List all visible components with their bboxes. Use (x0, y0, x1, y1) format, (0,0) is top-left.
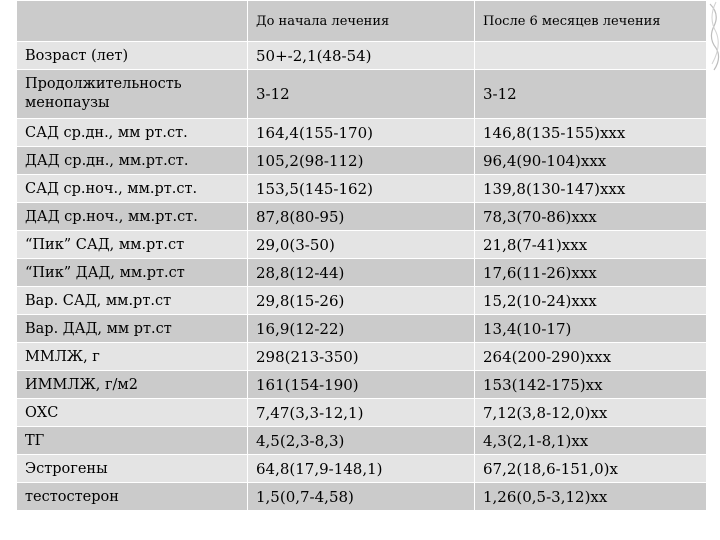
value-after: 13,4(10-17) (474, 314, 707, 343)
value-before: 153,5(145-162) (247, 174, 475, 203)
table-row: ТГ 4,5(2,3-8,3) 4,3(2,1-8,1)хх (16, 426, 707, 455)
table-row: “Пик” ДАД, мм.рт.ст 28,8(12-44) 17,6(11-… (16, 258, 707, 287)
value-before: 64,8(17,9-148,1) (247, 454, 475, 483)
value-before: 161(154-190) (247, 370, 475, 399)
table-row: ММЛЖ, г 298(213-350) 264(200-290)ххх (16, 342, 707, 371)
table-row: ДАД ср.ноч., мм.рт.ст. 87,8(80-95) 78,3(… (16, 202, 707, 231)
value-after: 4,3(2,1-8,1)хх (474, 426, 707, 455)
row-label: ОХС (16, 398, 248, 427)
value-before: 105,2(98-112) (247, 146, 475, 175)
value-after: 96,4(90-104)ххх (474, 146, 707, 175)
row-label: Продолжительность менопаузы (16, 69, 248, 119)
value-before: 298(213-350) (247, 342, 475, 371)
value-before: 7,47(3,3-12,1) (247, 398, 475, 427)
value-after: 146,8(135-155)ххх (474, 118, 707, 147)
value-after: 78,3(70-86)ххх (474, 202, 707, 231)
row-label: Возраст (лет) (16, 41, 248, 70)
value-after: 15,2(10-24)ххх (474, 286, 707, 315)
row-label: “Пик” САД, мм.рт.ст (16, 230, 248, 259)
value-after: 153(142-175)хх (474, 370, 707, 399)
corner-decoration-icon (709, 1, 720, 71)
value-after (474, 41, 707, 70)
header-cell-empty (16, 0, 248, 42)
row-label: ДАД ср.дн., мм.рт.ст. (16, 146, 248, 175)
table-header-row: До начала лечения После 6 месяцев лечени… (16, 0, 707, 42)
value-before: 4,5(2,3-8,3) (247, 426, 475, 455)
row-label: Вар. САД, мм.рт.ст (16, 286, 248, 315)
value-before: 3-12 (247, 69, 475, 119)
row-label: ИММЛЖ, г/м2 (16, 370, 248, 399)
row-label: Эстрогены (16, 454, 248, 483)
row-label: “Пик” ДАД, мм.рт.ст (16, 258, 248, 287)
row-label: САД ср.дн., мм рт.ст. (16, 118, 248, 147)
table-row: тестостерон 1,5(0,7-4,58) 1,26(0,5-3,12)… (16, 482, 707, 511)
value-after: 1,26(0,5-3,12)хх (474, 482, 707, 511)
value-after: 3-12 (474, 69, 707, 119)
value-before: 28,8(12-44) (247, 258, 475, 287)
header-cell-before: До начала лечения (247, 0, 475, 42)
table-row: САД ср.ноч., мм.рт.ст. 153,5(145-162) 13… (16, 174, 707, 203)
row-label: ДАД ср.ноч., мм.рт.ст. (16, 202, 248, 231)
value-before: 87,8(80-95) (247, 202, 475, 231)
value-before: 29,8(15-26) (247, 286, 475, 315)
value-before: 164,4(155-170) (247, 118, 475, 147)
table-row: Вар. ДАД, мм рт.ст 16,9(12-22) 13,4(10-1… (16, 314, 707, 343)
table-row: Эстрогены 64,8(17,9-148,1) 67,2(18,6-151… (16, 454, 707, 483)
table-row: ДАД ср.дн., мм.рт.ст. 105,2(98-112) 96,4… (16, 146, 707, 175)
value-after: 21,8(7-41)ххх (474, 230, 707, 259)
value-before: 50+-2,1(48-54) (247, 41, 475, 70)
value-after: 67,2(18,6-151,0)х (474, 454, 707, 483)
table-row: Возраст (лет) 50+-2,1(48-54) (16, 41, 707, 70)
table-row: ОХС 7,47(3,3-12,1) 7,12(3,8-12,0)хх (16, 398, 707, 427)
value-after: 17,6(11-26)ххх (474, 258, 707, 287)
value-after: 264(200-290)ххх (474, 342, 707, 371)
data-table: До начала лечения После 6 месяцев лечени… (16, 0, 707, 511)
table-row: ИММЛЖ, г/м2 161(154-190) 153(142-175)хх (16, 370, 707, 399)
row-label: тестостерон (16, 482, 248, 511)
table-row: “Пик” САД, мм.рт.ст 29,0(3-50) 21,8(7-41… (16, 230, 707, 259)
header-cell-after: После 6 месяцев лечения (474, 0, 707, 42)
value-before: 16,9(12-22) (247, 314, 475, 343)
row-label: ТГ (16, 426, 248, 455)
row-label: САД ср.ноч., мм.рт.ст. (16, 174, 248, 203)
row-label: ММЛЖ, г (16, 342, 248, 371)
value-before: 29,0(3-50) (247, 230, 475, 259)
table-row: САД ср.дн., мм рт.ст. 164,4(155-170) 146… (16, 118, 707, 147)
value-before: 1,5(0,7-4,58) (247, 482, 475, 511)
table-row: Продолжительность менопаузы 3-12 3-12 (16, 69, 707, 119)
table-row: Вар. САД, мм.рт.ст 29,8(15-26) 15,2(10-2… (16, 286, 707, 315)
row-label: Вар. ДАД, мм рт.ст (16, 314, 248, 343)
value-after: 7,12(3,8-12,0)хх (474, 398, 707, 427)
value-after: 139,8(130-147)ххх (474, 174, 707, 203)
